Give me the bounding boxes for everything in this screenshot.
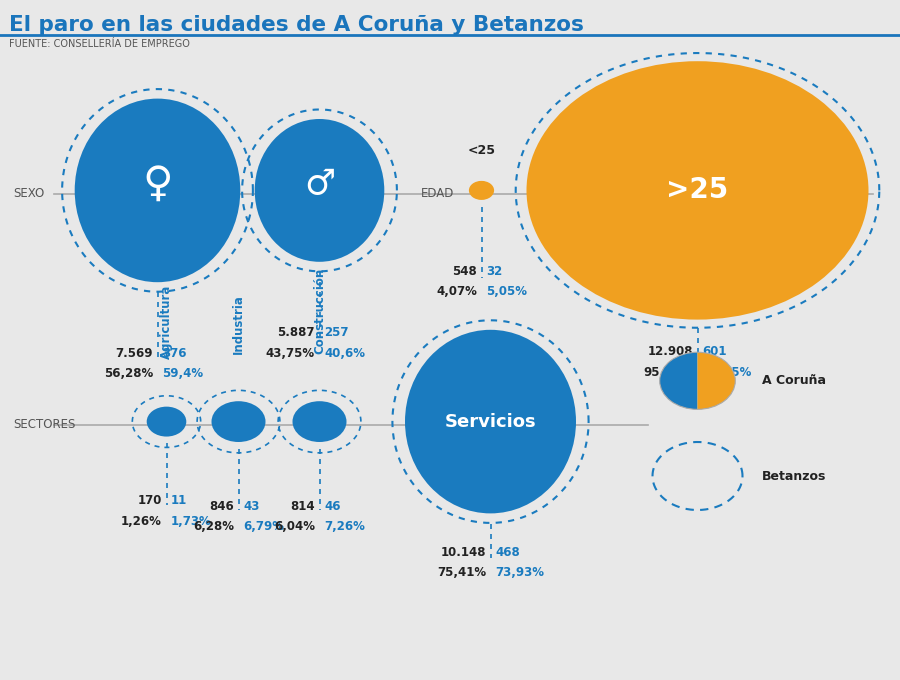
Text: El paro en las ciudades de A Coruña y Betanzos: El paro en las ciudades de A Coruña y Be…	[9, 15, 584, 35]
Text: 94,95%: 94,95%	[702, 366, 752, 379]
Text: A Coruña: A Coruña	[762, 374, 826, 388]
Text: 11: 11	[171, 494, 187, 507]
Text: 601: 601	[702, 345, 726, 358]
Text: 40,6%: 40,6%	[324, 347, 365, 360]
Circle shape	[292, 401, 346, 442]
Ellipse shape	[255, 119, 384, 262]
Text: 7.569: 7.569	[115, 347, 153, 360]
Text: 5.887: 5.887	[277, 326, 315, 339]
Text: 12.908: 12.908	[647, 345, 693, 358]
Text: 59,4%: 59,4%	[162, 367, 203, 380]
Wedge shape	[698, 352, 735, 409]
Text: Industria: Industria	[232, 294, 245, 354]
Text: <25: <25	[467, 144, 496, 157]
Text: EDAD: EDAD	[421, 187, 454, 201]
Text: 1,26%: 1,26%	[122, 515, 162, 528]
Text: 846: 846	[209, 500, 234, 513]
Text: ♂: ♂	[304, 167, 335, 201]
Text: 6,04%: 6,04%	[274, 520, 315, 533]
Text: 7,26%: 7,26%	[324, 520, 365, 533]
Text: 548: 548	[452, 265, 477, 277]
Text: 43,75%: 43,75%	[266, 347, 315, 360]
Text: Betanzos: Betanzos	[762, 469, 827, 483]
Ellipse shape	[75, 99, 240, 282]
Text: 95,93%: 95,93%	[644, 366, 693, 379]
Text: ♀: ♀	[142, 163, 173, 205]
Text: 6,28%: 6,28%	[193, 520, 234, 533]
Text: SEXO: SEXO	[14, 187, 45, 201]
Text: 4,07%: 4,07%	[436, 285, 477, 298]
Text: Servicios: Servicios	[445, 413, 536, 430]
Text: 376: 376	[162, 347, 186, 360]
Text: 73,93%: 73,93%	[495, 566, 544, 579]
Text: 56,28%: 56,28%	[104, 367, 153, 380]
Text: 75,41%: 75,41%	[436, 566, 486, 579]
Text: 32: 32	[486, 265, 502, 277]
Wedge shape	[660, 352, 698, 409]
Text: 6,79%: 6,79%	[243, 520, 284, 533]
Text: >25: >25	[666, 176, 729, 205]
Text: 257: 257	[324, 326, 348, 339]
Text: 46: 46	[324, 500, 340, 513]
Text: SECTORES: SECTORES	[14, 418, 76, 432]
Circle shape	[469, 181, 494, 200]
Text: Agricultura: Agricultura	[160, 285, 173, 359]
Ellipse shape	[405, 330, 576, 513]
Text: 43: 43	[243, 500, 259, 513]
Text: 5,05%: 5,05%	[486, 285, 527, 298]
Text: Construcción: Construcción	[313, 267, 326, 354]
Circle shape	[526, 61, 868, 320]
Circle shape	[212, 401, 266, 442]
Text: 1,73%: 1,73%	[171, 515, 212, 528]
Text: 814: 814	[291, 500, 315, 513]
Circle shape	[147, 407, 186, 437]
Text: FUENTE: CONSELLERÍA DE EMPREGO: FUENTE: CONSELLERÍA DE EMPREGO	[9, 39, 190, 50]
Text: 468: 468	[495, 546, 520, 559]
Text: 170: 170	[138, 494, 162, 507]
Text: 10.148: 10.148	[440, 546, 486, 559]
